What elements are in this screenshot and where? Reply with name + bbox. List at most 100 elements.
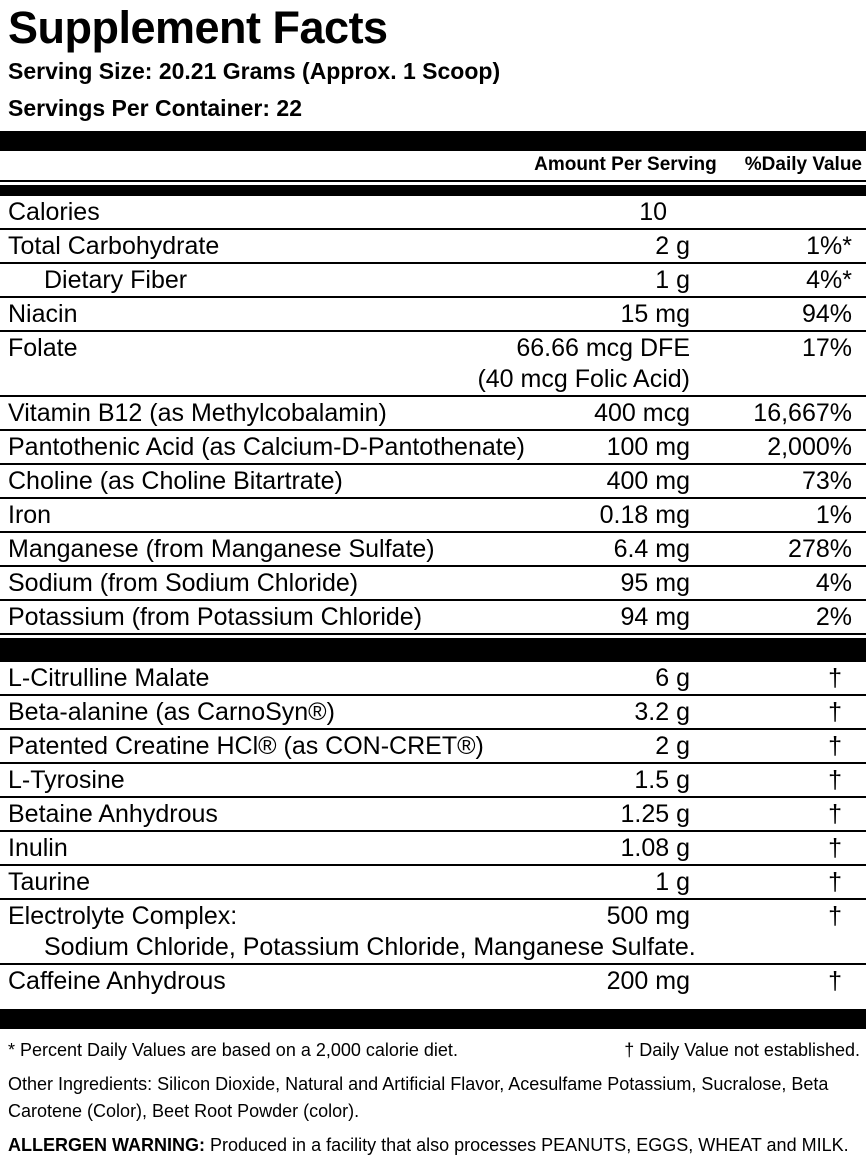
nutrient-name: Electrolyte Complex: (8, 902, 238, 930)
nutrient-row: L-Citrulline Malate 6 g † (0, 662, 866, 696)
nutrient-amount: 94 mg (620, 603, 690, 631)
nutrient-name: Caffeine Anhydrous (8, 967, 226, 995)
nutrient-daily-value: 1%* (806, 232, 852, 260)
nutrient-row: Beta-alanine (as CarnoSyn®) 3.2 g † (0, 696, 866, 730)
nutrient-name: L-Tyrosine (8, 766, 125, 794)
nutrient-row: Sodium (from Sodium Chloride) 95 mg 4% (0, 567, 866, 601)
nutrient-amount: 1.5 g (634, 766, 690, 794)
nutrient-daily-value: 278% (788, 535, 852, 563)
nutrient-daily-value: 4%* (806, 266, 852, 294)
nutrient-amount: 66.66 mcg DFE (516, 334, 690, 362)
nutrient-daily-value: 94% (801, 300, 852, 328)
divider-bar-under-header (0, 185, 866, 196)
nutrient-amount: 3.2 g (634, 698, 690, 726)
nutrient-amount: 10 (639, 198, 667, 226)
nutrient-amount: 6.4 mg (613, 535, 690, 563)
nutrient-name: Calories (8, 198, 100, 226)
nutrient-name: L-Citrulline Malate (8, 664, 210, 692)
nutrient-daily-value: 17% (801, 334, 852, 362)
title-block: Supplement Facts Serving Size: 20.21 Gra… (0, 0, 866, 127)
nutrient-amount: 2 g (655, 732, 690, 760)
nutrient-daily-value: 1% (815, 501, 852, 529)
nutrient-row: Niacin 15 mg 94% (0, 298, 866, 332)
nutrient-name: Sodium (from Sodium Chloride) (8, 569, 359, 597)
nutrient-daily-value: † (828, 800, 842, 828)
nutrient-name: Dietary Fiber (44, 266, 188, 294)
nutrient-daily-value: † (828, 698, 842, 726)
nutrient-daily-value: † (828, 868, 842, 896)
nutrient-name: Total Carbohydrate (8, 232, 220, 260)
nutrient-row: L-Tyrosine 1.5 g † (0, 764, 866, 798)
column-header-row: Amount Per Serving %Daily Value (0, 151, 866, 182)
nutrient-name: Pantothenic Acid (as Calcium-D-Pantothen… (8, 433, 525, 461)
nutrient-name: Choline (as Choline Bitartrate) (8, 467, 343, 495)
nutrient-amount: 1.08 g (620, 834, 690, 862)
nutrient-row: Folate 66.66 mcg DFE 17% (40 mcg Folic Acid… (0, 332, 866, 397)
nutrient-daily-value (690, 196, 866, 228)
nutrient-amount: 6 g (655, 664, 690, 692)
panel-title: Supplement Facts (8, 2, 388, 53)
footnotes-row: * Percent Daily Values are based on a 2,… (8, 1039, 860, 1061)
nutrient-amount: 95 mg (620, 569, 690, 597)
other-ingredients: Other Ingredients: Silicon Dioxide, Natu… (8, 1074, 829, 1121)
nutrient-amount: 400 mg (606, 467, 690, 495)
nutrient-row: Electrolyte Complex: 500 mg † Sodium Chlori… (0, 900, 866, 965)
nutrient-daily-value: 2,000% (767, 433, 852, 461)
footer: * Percent Daily Values are based on a 2,… (0, 1029, 866, 1156)
nutrient-amount: 500 mg (606, 902, 690, 930)
column-amount-label: Amount Per Serving (534, 154, 717, 175)
nutrient-amount: 200 mg (606, 967, 690, 995)
nutrient-daily-value: † (828, 902, 842, 930)
nutrient-name: Potassium (from Potassium Chloride) (8, 603, 423, 631)
nutrient-daily-value: 2% (815, 603, 852, 631)
nutrient-row: Betaine Anhydrous 1.25 g † (0, 798, 866, 832)
nutrient-rows-main: Calories 10 Total Carbohydrate 2 g 1%* Dietar… (0, 196, 866, 635)
allergen-warning-text: Produced in a facility that also process… (205, 1135, 849, 1155)
nutrient-subline: Sodium Chloride, Potassium Chloride, Man… (44, 933, 696, 961)
divider-bar-top (0, 131, 866, 151)
divider-bar-middle (0, 638, 866, 662)
divider-bar-bottom (0, 1009, 866, 1029)
nutrient-row: Choline (as Choline Bitartrate) 400 mg 73% (0, 465, 866, 499)
servings-per-container: Servings Per Container: 22 (8, 95, 302, 121)
nutrient-amount: 100 mg (606, 433, 690, 461)
nutrient-row: Taurine 1 g † (0, 866, 866, 900)
nutrient-amount: 2 g (655, 232, 690, 260)
nutrient-row: Dietary Fiber 1 g 4%* (0, 264, 866, 298)
nutrient-row: Pantothenic Acid (as Calcium-D-Pantothen… (0, 431, 866, 465)
nutrient-daily-value: † (828, 766, 842, 794)
nutrient-daily-value: † (828, 732, 842, 760)
nutrient-daily-value: 73% (801, 467, 852, 495)
nutrient-row: Potassium (from Potassium Chloride) 94 mg… (0, 601, 866, 635)
nutrient-amount: 1 g (655, 868, 690, 896)
nutrient-name: Patented Creatine HCl® (as CON-CRET®) (8, 732, 484, 760)
nutrient-row: Patented Creatine HCl® (as CON-CRET®) 2 g… (0, 730, 866, 764)
nutrient-daily-value: 16,667% (753, 399, 852, 427)
nutrient-name: Betaine Anhydrous (8, 800, 218, 828)
nutrient-daily-value: 4% (815, 569, 852, 597)
nutrient-name: Beta-alanine (as CarnoSyn®) (8, 698, 335, 726)
nutrient-name: Taurine (8, 868, 90, 896)
nutrient-row: Vitamin B12 (as Methylcobalamin) 400 mcg 1… (0, 397, 866, 431)
nutrient-amount: 1 g (655, 266, 690, 294)
nutrient-name: Manganese (from Manganese Sulfate) (8, 535, 435, 563)
nutrient-row: Caffeine Anhydrous 200 mg † (0, 965, 866, 1003)
allergen-warning-label: ALLERGEN WARNING: (8, 1135, 205, 1155)
nutrient-row: Iron 0.18 mg 1% (0, 499, 866, 533)
serving-size: Serving Size: 20.21 Grams (Approx. 1 Sco… (8, 58, 501, 84)
nutrient-daily-value: † (828, 967, 842, 995)
nutrient-rows-blend: L-Citrulline Malate 6 g † Beta-alanine (as … (0, 662, 866, 1003)
nutrient-amount: 0.18 mg (599, 501, 690, 529)
nutrient-daily-value: † (828, 834, 842, 862)
column-daily-value-label: %Daily Value (744, 154, 862, 175)
nutrient-name: Vitamin B12 (as Methylcobalamin) (8, 399, 387, 427)
nutrient-name: Niacin (8, 300, 78, 328)
nutrient-amount: 1.25 g (620, 800, 690, 828)
nutrient-row: Calories 10 (0, 196, 866, 230)
allergen-warning: ALLERGEN WARNING: Produced in a facility… (8, 1134, 860, 1156)
nutrient-row: Manganese (from Manganese Sulfate) 6.4 mg… (0, 533, 866, 567)
percent-daily-value-footnote: * Percent Daily Values are based on a 2,… (8, 1040, 458, 1060)
nutrient-subline: (40 mcg Folic Acid) (477, 365, 690, 393)
daily-value-not-established-footnote: † Daily Value not established. (624, 1040, 860, 1060)
